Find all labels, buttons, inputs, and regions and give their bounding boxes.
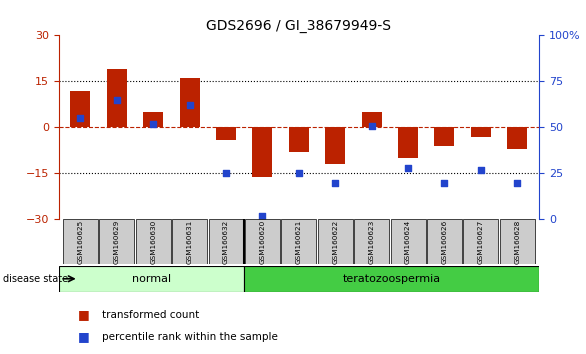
Bar [244, 266, 539, 292]
Text: transformed count: transformed count [102, 310, 199, 320]
Text: GSM160621: GSM160621 [296, 219, 302, 264]
Bar [245, 219, 280, 264]
Text: teratozoospermia: teratozoospermia [343, 274, 441, 284]
Text: GSM160627: GSM160627 [478, 219, 484, 264]
Text: GSM160623: GSM160623 [369, 219, 374, 264]
Text: ■: ■ [78, 330, 90, 343]
Text: GSM160620: GSM160620 [260, 219, 265, 264]
Title: GDS2696 / GI_38679949-S: GDS2696 / GI_38679949-S [206, 19, 391, 33]
Bar [216, 127, 236, 140]
Bar [70, 91, 90, 127]
Bar [253, 127, 272, 177]
Point [367, 123, 376, 129]
Bar [209, 219, 244, 264]
Bar [507, 127, 527, 149]
Point [331, 180, 340, 185]
Point [403, 165, 413, 171]
Bar [100, 219, 134, 264]
Bar [398, 127, 418, 158]
Bar [107, 69, 127, 127]
Bar [325, 127, 345, 164]
Bar [427, 219, 462, 264]
Bar [464, 219, 498, 264]
Bar [281, 219, 316, 264]
Point [185, 103, 195, 108]
Text: normal: normal [132, 274, 171, 284]
Point [112, 97, 121, 103]
Point [258, 213, 267, 219]
Bar [318, 219, 353, 264]
Bar [143, 112, 163, 127]
Point [294, 171, 304, 176]
Text: GSM160625: GSM160625 [77, 219, 83, 264]
Point [76, 115, 85, 121]
Text: GSM160632: GSM160632 [223, 219, 229, 264]
Point [222, 171, 231, 176]
Point [440, 180, 449, 185]
Text: percentile rank within the sample: percentile rank within the sample [102, 332, 278, 342]
Point [149, 121, 158, 127]
Bar [289, 127, 309, 152]
Text: GSM160630: GSM160630 [150, 219, 156, 264]
Text: ■: ■ [78, 308, 90, 321]
Text: GSM160626: GSM160626 [441, 219, 448, 264]
Text: GSM160629: GSM160629 [114, 219, 120, 264]
Point [476, 167, 486, 173]
Bar [180, 78, 200, 127]
Bar [136, 219, 171, 264]
Bar [59, 266, 244, 292]
Text: GSM160631: GSM160631 [187, 219, 193, 264]
Bar [354, 219, 389, 264]
Bar [172, 219, 207, 264]
Text: GSM160624: GSM160624 [405, 219, 411, 264]
Bar [471, 127, 491, 137]
Text: GSM160628: GSM160628 [515, 219, 520, 264]
Bar [362, 112, 381, 127]
Point [513, 180, 522, 185]
Text: GSM160622: GSM160622 [332, 219, 338, 264]
Bar [434, 127, 455, 146]
Bar [500, 219, 535, 264]
Bar [391, 219, 425, 264]
Text: disease state: disease state [3, 274, 68, 284]
Bar [63, 219, 98, 264]
